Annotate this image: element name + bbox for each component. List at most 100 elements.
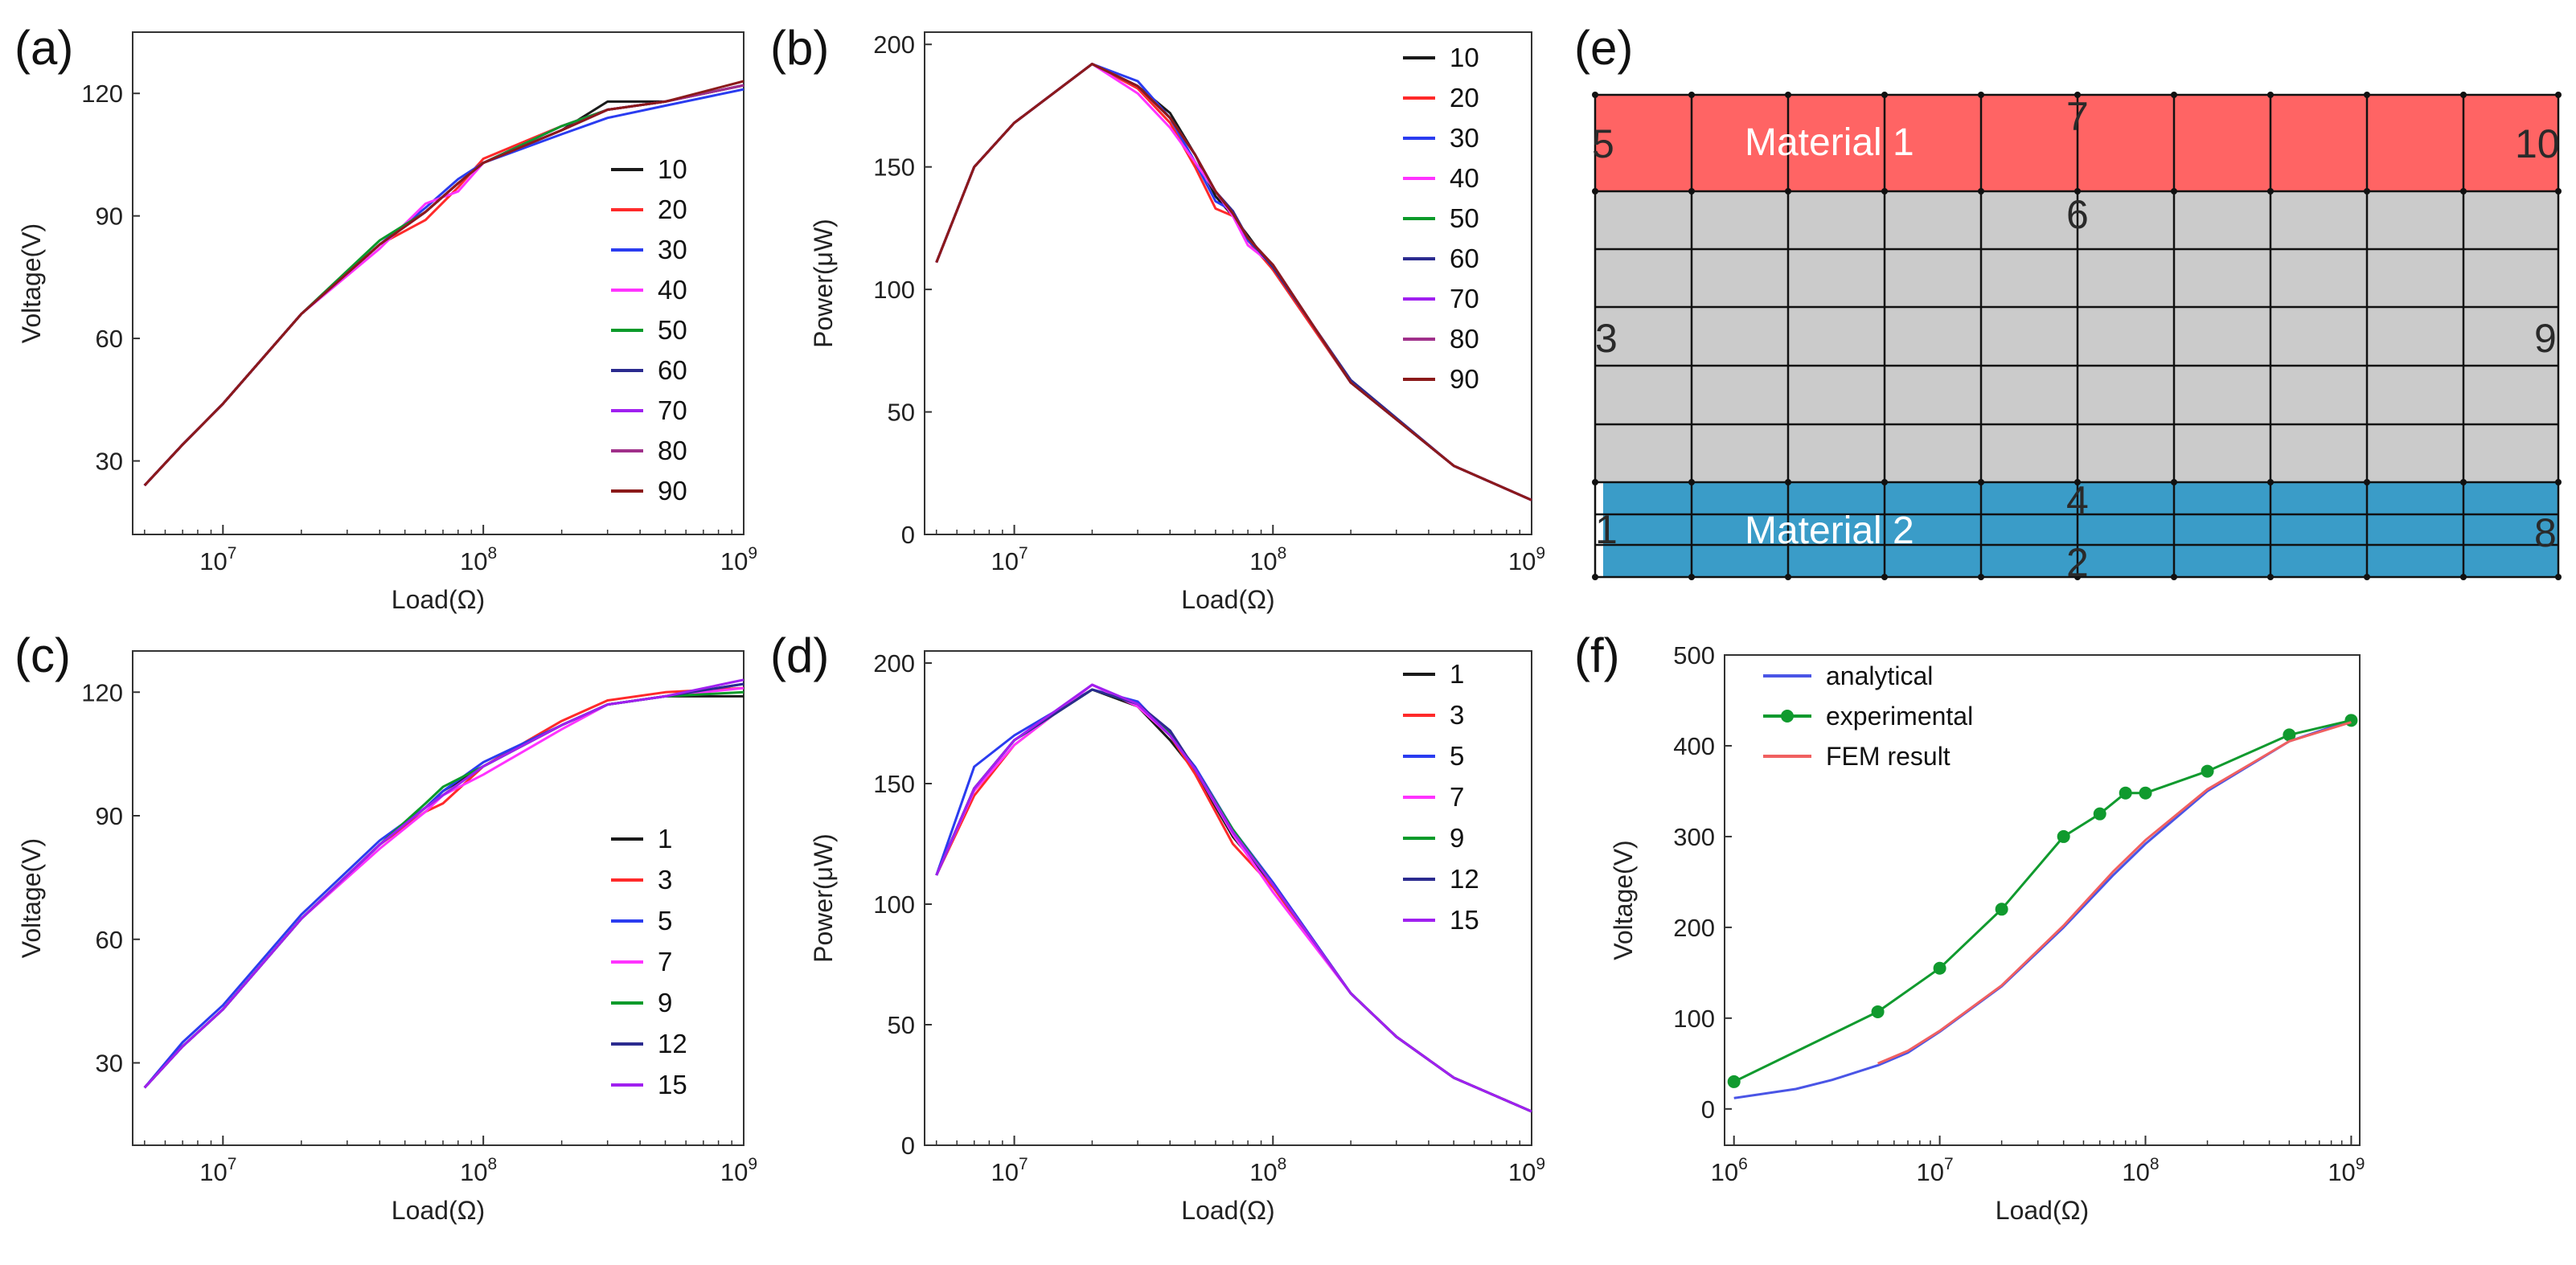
- legend-label: 90: [658, 476, 687, 506]
- plot-frame: [1724, 654, 2361, 1146]
- legend-label: 70: [1450, 284, 1479, 313]
- legend-label: 20: [658, 194, 687, 224]
- node-label-8: 8: [2534, 510, 2557, 555]
- data-point: [1933, 961, 1946, 975]
- x-axis-label: Load(Ω): [392, 1196, 485, 1225]
- series-line-1: [143, 694, 744, 1089]
- panel-d: (d) 0 50 100 150 200 107 108 109 Load(Ω) Power(μW…: [770, 628, 1545, 1225]
- data-point: [2283, 728, 2296, 742]
- series-line-80: [143, 84, 744, 487]
- y-tick-label: 0: [1701, 1095, 1715, 1124]
- mesh-grid: [1594, 93, 2560, 579]
- legend-label: 15: [1450, 905, 1479, 935]
- panel-label-b: (b): [770, 21, 829, 75]
- y-axis-label: Power(μW): [809, 833, 838, 963]
- y-tick-label: 30: [96, 448, 123, 476]
- panel-b: (b) 0 50 100 150 200 107 108 109 Load(Ω) Power(μW…: [770, 21, 1545, 614]
- x-tick-label: 109: [720, 544, 757, 575]
- node-label-10: 10: [2515, 121, 2560, 166]
- x-tick-label: 107: [199, 544, 236, 575]
- y-tick-label: 120: [81, 80, 123, 108]
- y-tick-label: 150: [873, 154, 915, 182]
- node-label-1: 1: [1595, 507, 1618, 552]
- schematic: Material 1 Material 2 1 2 3 4 5 6 7 8 9 …: [1592, 92, 2562, 585]
- legend-marker: [1781, 710, 1794, 723]
- series-line-40: [935, 63, 1532, 501]
- x-tick-label: 107: [1917, 1155, 1954, 1186]
- y-tick-label: 400: [1673, 732, 1715, 760]
- series-line-3: [935, 683, 1532, 1113]
- legend-label: analytical: [1826, 661, 1933, 690]
- legend-label: FEM result: [1826, 742, 1950, 771]
- y-tick-label: 50: [888, 1011, 915, 1039]
- legend-label: 80: [658, 436, 687, 465]
- legend-label: 60: [1450, 244, 1479, 273]
- y-tick-label: 30: [96, 1050, 123, 1078]
- legend-label: 50: [658, 315, 687, 345]
- x-tick-label: 107: [991, 544, 1028, 575]
- legend-label: 40: [658, 275, 687, 305]
- x-tick-label: 108: [2122, 1155, 2159, 1186]
- y-axis-label: Voltage(V): [17, 223, 46, 343]
- node-label-4: 4: [2066, 478, 2089, 523]
- series-line-15: [143, 678, 744, 1089]
- series-line-40: [143, 84, 744, 487]
- y-tick-label: 90: [96, 203, 123, 231]
- legend-label: 9: [658, 988, 672, 1017]
- y-tick-label: 150: [873, 770, 915, 798]
- panel-c: (c) 30 60 90 120 107 108 109 Load(Ω) Voltage(V) 1…: [14, 628, 757, 1225]
- legend-label: 12: [1450, 864, 1479, 894]
- series-line-5: [143, 682, 744, 1089]
- legend-label: 10: [658, 154, 687, 184]
- x-tick-label: 106: [1711, 1155, 1748, 1186]
- series-line-50: [935, 63, 1532, 501]
- series-line-20: [935, 63, 1532, 501]
- y-tick-label: 300: [1673, 823, 1715, 851]
- series-line-90: [935, 63, 1532, 501]
- chart-a: 30 60 90 120 107 108 109 Load(Ω) Voltage(V) 10 20 3…: [17, 31, 757, 614]
- node-label-6: 6: [2066, 192, 2089, 237]
- series-line-80: [935, 63, 1532, 501]
- panel-label-d: (d): [770, 628, 829, 682]
- series-line-7: [935, 683, 1532, 1113]
- legend-label: 40: [1450, 163, 1479, 193]
- node-label-2: 2: [2066, 540, 2089, 585]
- chart-b: 0 50 100 150 200 107 108 109 Load(Ω) Power(μW) 10 2…: [809, 31, 1545, 614]
- panel-label-f: (f): [1574, 628, 1620, 682]
- x-tick-label: 108: [1249, 1155, 1286, 1186]
- legend-label: 7: [1450, 782, 1464, 812]
- x-tick-label: 107: [199, 1155, 236, 1186]
- x-axis-label: Load(Ω): [1996, 1196, 2089, 1225]
- data-point: [1871, 1005, 1885, 1018]
- y-tick-label: 200: [1673, 914, 1715, 942]
- series-line-15: [935, 683, 1532, 1113]
- material-2-region: [1603, 482, 2558, 577]
- plot-frame: [132, 650, 744, 1146]
- series-line-60: [935, 63, 1532, 501]
- series-line-3: [143, 686, 744, 1089]
- x-tick-label: 109: [1508, 1155, 1545, 1186]
- y-tick-label: 60: [96, 325, 123, 353]
- series-line-30: [143, 88, 744, 487]
- x-tick-label: 109: [1508, 544, 1545, 575]
- legend-label: 1: [658, 824, 672, 854]
- x-tick-label: 108: [460, 544, 497, 575]
- material-2-label: Material 2: [1745, 510, 1914, 552]
- series-line-fem-result: [1877, 721, 2352, 1065]
- legend-label: 3: [658, 865, 672, 895]
- data-point: [2057, 829, 2070, 843]
- y-tick-label: 100: [873, 890, 915, 919]
- y-tick-label: 0: [901, 1132, 915, 1160]
- series-line-90: [143, 80, 744, 487]
- data-point: [2119, 786, 2132, 800]
- chart-c: 30 60 90 120 107 108 109 Load(Ω) Voltage(V) 1 3 5 7 9…: [17, 650, 757, 1225]
- x-tick-label: 109: [2328, 1155, 2365, 1186]
- plot-frame: [924, 31, 1532, 535]
- panel-e: (e): [1574, 21, 2562, 585]
- y-axis-label: Power(μW): [809, 219, 838, 348]
- node-label-5: 5: [1592, 121, 1614, 166]
- legend-label: 12: [658, 1029, 687, 1058]
- panel-label-c: (c): [14, 628, 71, 682]
- series-line-9: [935, 688, 1532, 1113]
- y-tick-label: 200: [873, 31, 915, 59]
